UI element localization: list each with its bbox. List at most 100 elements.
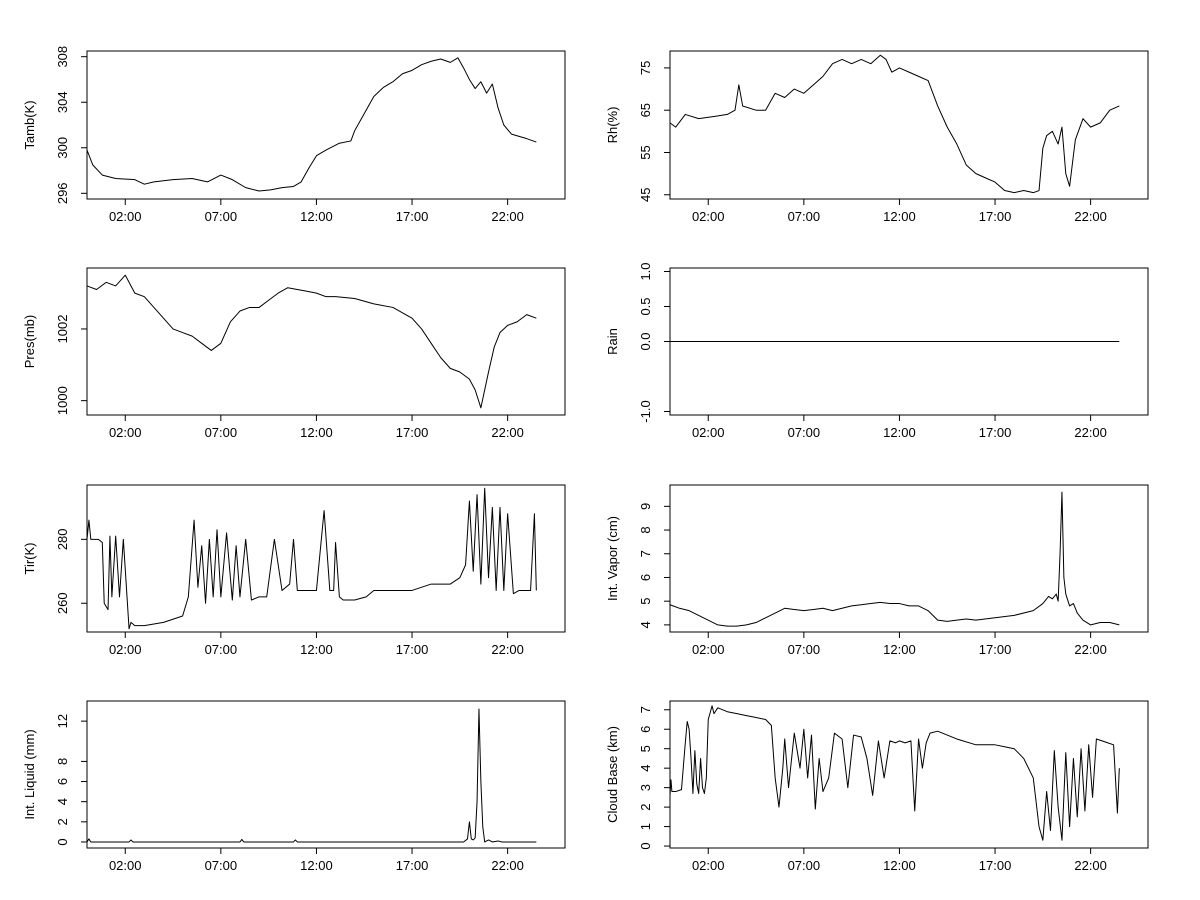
- int-vapor-x-tick-label: 12:00: [883, 642, 916, 657]
- tamb-y-tick-label: 300: [55, 137, 70, 159]
- rh-y-tick-label: 75: [638, 61, 653, 75]
- rain-x-tick-label: 17:00: [979, 425, 1012, 440]
- int-vapor-y-tick-label: 8: [638, 526, 653, 533]
- tir-y-axis-title: Tir(K): [22, 542, 37, 574]
- cloud-base-y-tick-label: 5: [638, 745, 653, 752]
- pres-y-tick-label: 1002: [55, 314, 70, 343]
- tir-panel: 02:00 07:00 12:00 17:00 22:00 260 280 Tir(K): [22, 484, 566, 657]
- rain-x-tick-label: 22:00: [1074, 425, 1107, 440]
- rh-x-tick-label: 17:00: [979, 209, 1012, 224]
- int-vapor-panel: 02:00 07:00 12:00 17:00 22:00 4 5 6 7 8 9 Int. Vapo…: [605, 484, 1149, 657]
- int-vapor-y-tick-label: 7: [638, 550, 653, 557]
- cloud-base-y-axis-title: Cloud Base (km): [605, 726, 620, 823]
- int-liquid-x-tick-label: 02:00: [109, 858, 142, 873]
- cloud-base-x-tick-label: 17:00: [979, 858, 1012, 873]
- int-vapor-x-tick-label: 22:00: [1074, 642, 1107, 657]
- tir-x-tick-label: 02:00: [109, 642, 142, 657]
- tir-x-tick-label: 22:00: [491, 642, 524, 657]
- tir-x-tick-label: 12:00: [300, 642, 333, 657]
- cloud-base-x-tick-label: 02:00: [692, 858, 725, 873]
- tamb-y-tick-label: 308: [55, 46, 70, 68]
- int-vapor-y-tick-label: 9: [638, 503, 653, 510]
- int-liquid-x-tick-label: 17:00: [396, 858, 429, 873]
- int-vapor-plot-frame: [669, 484, 1149, 633]
- rh-x-tick-label: 12:00: [883, 209, 916, 224]
- int-liquid-y-tick-label: 8: [55, 758, 70, 765]
- tamb-x-tick-label: 02:00: [109, 209, 142, 224]
- rain-x-tick-label: 07:00: [788, 425, 821, 440]
- pres-panel: 02:00 07:00 12:00 17:00 22:00 1000 1002 Pres(mb…: [22, 267, 566, 440]
- int-vapor-y-tick-label: 4: [638, 621, 653, 628]
- int-vapor-series-line: [669, 491, 1120, 627]
- rain-y-tick-label: 0.0: [638, 332, 653, 350]
- rain-y-tick-label: -1.0: [638, 400, 653, 422]
- int-liquid-panel: 02:00 07:00 12:00 17:00 22:00 0 2 4 6 8 12 Int. Liq…: [22, 700, 566, 873]
- rh-x-tick-label: 07:00: [788, 209, 821, 224]
- int-liquid-y-tick-label: 12: [55, 714, 70, 728]
- cloud-base-series-line: [669, 705, 1120, 841]
- tir-y-tick-label: 280: [55, 528, 70, 550]
- int-vapor-x-tick-label: 02:00: [692, 642, 725, 657]
- rh-y-tick-label: 65: [638, 103, 653, 117]
- tamb-y-axis-title: Tamb(K): [22, 100, 37, 149]
- tir-x-tick-label: 17:00: [396, 642, 429, 657]
- int-liquid-y-tick-label: 4: [55, 798, 70, 805]
- tamb-panel: 02:00 07:00 12:00 17:00 22:00 296 300 304 308 Tam…: [22, 46, 566, 224]
- int-liquid-y-tick-label: 0: [55, 838, 70, 845]
- cloud-base-x-tick-label: 07:00: [788, 858, 821, 873]
- rain-y-tick-label: 0.5: [638, 297, 653, 315]
- rain-x-tick-label: 02:00: [692, 425, 725, 440]
- pres-x-tick-label: 22:00: [491, 425, 524, 440]
- int-liquid-series-line: [86, 708, 537, 843]
- rain-y-tick-label: 1.0: [638, 262, 653, 280]
- tamb-x-tick-label: 12:00: [300, 209, 333, 224]
- int-vapor-y-tick-label: 6: [638, 574, 653, 581]
- tamb-y-tick-label: 304: [55, 91, 70, 113]
- rh-y-tick-label: 55: [638, 145, 653, 159]
- rain-panel: 02:00 07:00 12:00 17:00 22:00 -1.0 0.0 0.5 1.0 Ra…: [605, 262, 1149, 440]
- rh-x-tick-label: 22:00: [1074, 209, 1107, 224]
- int-liquid-x-tick-label: 07:00: [205, 858, 238, 873]
- int-liquid-y-tick-label: 6: [55, 778, 70, 785]
- rh-series-line: [669, 54, 1120, 194]
- rh-y-tick-label: 45: [638, 188, 653, 202]
- pres-y-tick-label: 1000: [55, 386, 70, 415]
- tir-plot-frame: [86, 484, 566, 633]
- int-liquid-x-tick-label: 22:00: [491, 858, 524, 873]
- int-vapor-x-tick-label: 17:00: [979, 642, 1012, 657]
- tamb-series-line: [86, 57, 537, 192]
- tir-y-tick-label: 260: [55, 592, 70, 614]
- tir-x-tick-label: 07:00: [205, 642, 238, 657]
- tamb-x-tick-label: 22:00: [491, 209, 524, 224]
- cloud-base-y-tick-label: 7: [638, 706, 653, 713]
- cloud-base-x-tick-label: 22:00: [1074, 858, 1107, 873]
- int-vapor-y-tick-label: 5: [638, 598, 653, 605]
- tamb-x-tick-label: 17:00: [396, 209, 429, 224]
- tamb-x-tick-label: 07:00: [205, 209, 238, 224]
- int-liquid-plot-frame: [86, 700, 566, 849]
- cloud-base-y-tick-label: 2: [638, 803, 653, 810]
- int-vapor-x-tick-label: 07:00: [788, 642, 821, 657]
- pres-x-tick-label: 12:00: [300, 425, 333, 440]
- int-vapor-y-axis-title: Int. Vapor (cm): [605, 516, 620, 601]
- cloud-base-y-tick-label: 6: [638, 726, 653, 733]
- int-liquid-y-axis-title: Int. Liquid (mm): [22, 729, 37, 819]
- rain-x-tick-label: 12:00: [883, 425, 916, 440]
- pres-y-axis-title: Pres(mb): [22, 315, 37, 368]
- cloud-base-y-tick-label: 3: [638, 784, 653, 791]
- tir-series-line: [86, 487, 537, 630]
- tamb-plot-frame: [86, 50, 566, 200]
- rain-y-axis-title: Rain: [605, 328, 620, 355]
- cloud-base-y-tick-label: 0: [638, 842, 653, 849]
- rh-x-tick-label: 02:00: [692, 209, 725, 224]
- pres-x-tick-label: 02:00: [109, 425, 142, 440]
- tamb-y-tick-label: 296: [55, 182, 70, 204]
- int-liquid-x-tick-label: 12:00: [300, 858, 333, 873]
- rh-panel: 02:00 07:00 12:00 17:00 22:00 45 55 65 75 Rh(%): [605, 50, 1149, 224]
- pres-x-tick-label: 17:00: [396, 425, 429, 440]
- rh-plot-frame: [669, 50, 1149, 200]
- cloud-base-panel: 02:00 07:00 12:00 17:00 22:00 0 1 2 3 4 5 6 7 Cloud B…: [605, 700, 1149, 873]
- cloud-base-y-tick-label: 1: [638, 823, 653, 830]
- cloud-base-x-tick-label: 12:00: [883, 858, 916, 873]
